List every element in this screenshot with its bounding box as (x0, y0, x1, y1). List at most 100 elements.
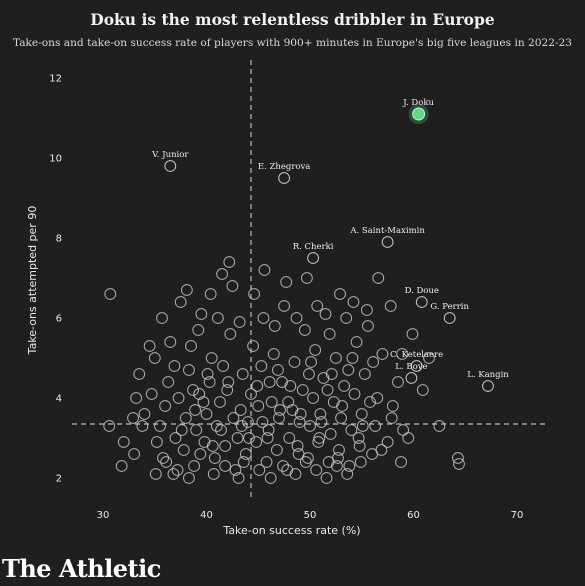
data-point (354, 456, 367, 468)
data-point (143, 340, 156, 352)
data-point (396, 348, 408, 360)
data-point (385, 412, 398, 424)
data-point (392, 376, 404, 388)
data-point (115, 460, 128, 472)
point-label: E. Zhegrova (258, 162, 311, 172)
data-point (258, 264, 271, 276)
data-point (210, 420, 223, 432)
labeled-data-point (410, 360, 423, 372)
data-point (317, 372, 330, 384)
data-point (168, 360, 181, 372)
data-point (171, 464, 184, 476)
data-point (276, 376, 288, 388)
data-point (355, 408, 368, 420)
data-point (334, 288, 346, 300)
data-point (261, 432, 274, 444)
point-label: J. Doku (402, 98, 434, 108)
data-point (185, 340, 197, 352)
data-point (183, 472, 195, 484)
data-point (342, 364, 355, 376)
data-point (148, 352, 161, 364)
labeled-data-point (278, 172, 291, 184)
data-point (376, 348, 389, 360)
data-point (282, 396, 295, 408)
data-point (371, 392, 384, 404)
data-point (245, 388, 257, 400)
data-point (212, 312, 224, 324)
data-point (256, 416, 269, 428)
data-point (292, 448, 305, 460)
data-point (239, 448, 252, 460)
data-point (194, 448, 207, 460)
data-point (198, 436, 211, 448)
x-tick-label: 40 (200, 510, 213, 521)
data-point (260, 456, 273, 468)
data-point (247, 340, 259, 352)
data-point (367, 356, 380, 368)
data-point (174, 296, 187, 308)
data-point (252, 400, 265, 412)
data-point (150, 436, 163, 448)
labeled-data-point (443, 312, 456, 324)
data-point (214, 396, 226, 408)
labeled-data-point (307, 252, 320, 264)
highlighted-data-point (412, 107, 426, 121)
data-point (284, 380, 297, 392)
data-point (309, 344, 322, 356)
data-point (145, 388, 158, 400)
data-point (237, 456, 250, 468)
data-point (352, 432, 365, 444)
data-point (268, 320, 281, 332)
data-point (324, 428, 337, 440)
data-point (423, 352, 435, 364)
data-point (270, 444, 283, 456)
data-point (313, 432, 326, 444)
data-point (227, 412, 240, 424)
data-point (138, 408, 151, 420)
data-point (321, 384, 334, 396)
data-point (250, 436, 263, 448)
data-point (300, 272, 313, 284)
data-point (345, 424, 358, 436)
data-point (350, 336, 363, 348)
data-point (159, 400, 172, 412)
data-point (103, 420, 116, 432)
data-point (369, 420, 382, 432)
chart-subtitle: Take-ons and take-on success rate of pla… (12, 37, 573, 49)
data-point (229, 464, 242, 476)
data-point (219, 440, 232, 452)
data-point (291, 440, 304, 452)
brand-logo: The Athletic (2, 554, 161, 583)
data-point (289, 468, 302, 480)
data-point (248, 288, 261, 300)
data-point (133, 368, 146, 380)
data-point (242, 416, 254, 428)
data-point (372, 272, 385, 284)
data-point (395, 456, 407, 468)
data-point (187, 384, 199, 396)
data-point (179, 412, 192, 424)
data-point (343, 460, 356, 472)
data-point (329, 352, 342, 364)
data-point (290, 312, 303, 324)
data-point (251, 380, 264, 392)
data-point (305, 356, 317, 368)
data-point (310, 464, 323, 476)
data-point (362, 320, 374, 332)
data-point (169, 432, 182, 444)
data-point (156, 312, 168, 324)
data-point (172, 392, 185, 404)
data-point (336, 400, 348, 412)
data-point (361, 304, 373, 316)
data-point (311, 300, 324, 312)
labeled-data-point (381, 236, 394, 248)
data-point (299, 456, 312, 468)
data-point (433, 420, 446, 432)
data-point (294, 408, 307, 420)
point-label: C. Ketelaere (390, 350, 443, 360)
data-point (353, 440, 366, 452)
data-point (233, 316, 246, 328)
data-point (222, 376, 235, 388)
data-point (277, 460, 289, 472)
data-point (154, 420, 166, 432)
